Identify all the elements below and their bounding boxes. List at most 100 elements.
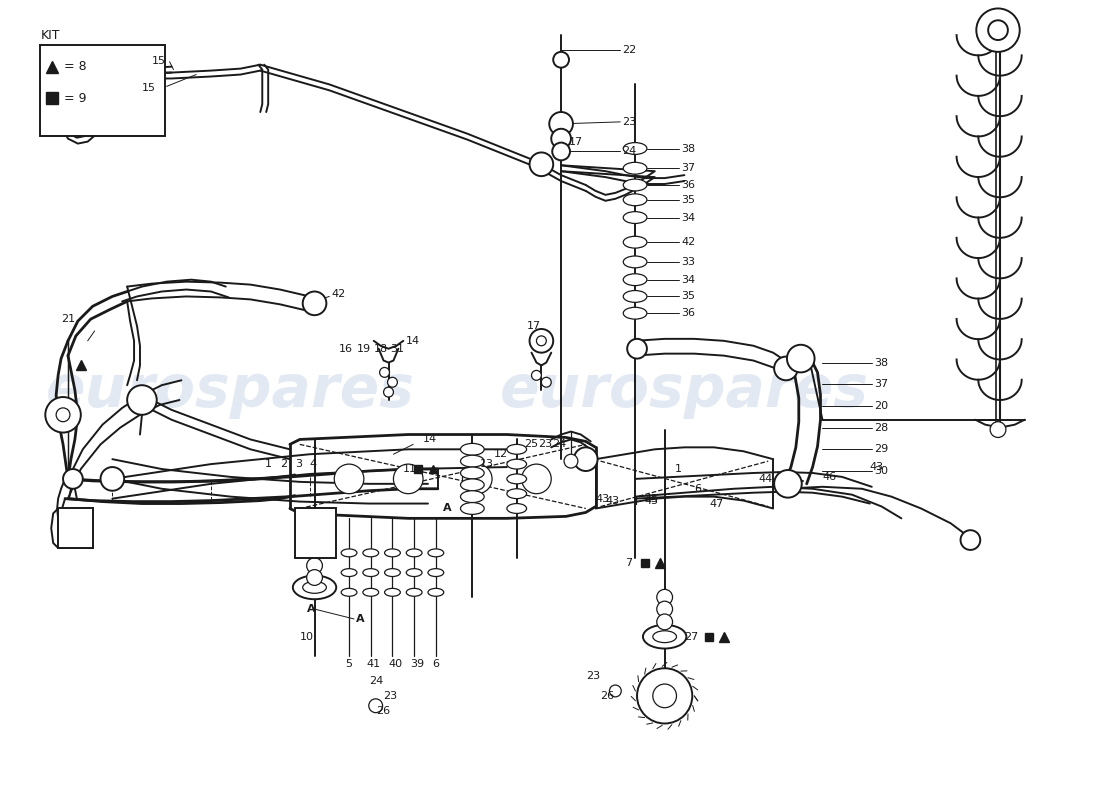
Text: 34: 34 xyxy=(681,274,695,285)
Ellipse shape xyxy=(507,459,527,469)
Ellipse shape xyxy=(363,588,378,596)
Ellipse shape xyxy=(624,274,647,286)
Ellipse shape xyxy=(652,630,676,642)
Ellipse shape xyxy=(624,307,647,319)
Circle shape xyxy=(56,408,70,422)
Circle shape xyxy=(100,467,124,490)
Text: 38: 38 xyxy=(681,143,695,154)
Text: 6: 6 xyxy=(432,659,439,670)
Ellipse shape xyxy=(302,582,327,594)
Text: A: A xyxy=(307,604,316,614)
Text: 47: 47 xyxy=(710,498,724,509)
Text: 11: 11 xyxy=(404,464,417,474)
Text: 46: 46 xyxy=(823,472,837,482)
Text: 43: 43 xyxy=(605,495,619,506)
Ellipse shape xyxy=(624,142,647,154)
Ellipse shape xyxy=(624,179,647,191)
Circle shape xyxy=(657,590,672,605)
Text: 37: 37 xyxy=(681,163,695,174)
Circle shape xyxy=(128,386,156,414)
Ellipse shape xyxy=(624,256,647,268)
Text: 2: 2 xyxy=(280,459,287,469)
Text: 6: 6 xyxy=(694,484,701,494)
Ellipse shape xyxy=(461,490,484,502)
Text: 24: 24 xyxy=(623,146,637,157)
Ellipse shape xyxy=(428,588,443,596)
Circle shape xyxy=(541,378,551,387)
Circle shape xyxy=(627,339,647,358)
Text: 38: 38 xyxy=(873,358,888,367)
Text: 24: 24 xyxy=(552,439,567,450)
Ellipse shape xyxy=(624,162,647,174)
Ellipse shape xyxy=(406,588,422,596)
Ellipse shape xyxy=(428,569,443,577)
Text: 5: 5 xyxy=(345,659,352,670)
Circle shape xyxy=(551,129,571,149)
Circle shape xyxy=(394,464,424,494)
Circle shape xyxy=(637,668,692,723)
Circle shape xyxy=(537,336,547,346)
Text: 20: 20 xyxy=(873,401,888,411)
Circle shape xyxy=(521,464,551,494)
Ellipse shape xyxy=(406,569,422,577)
Text: 3: 3 xyxy=(295,459,301,469)
Ellipse shape xyxy=(368,699,383,713)
Text: 30: 30 xyxy=(873,466,888,476)
Text: 28: 28 xyxy=(873,422,888,433)
Text: 25: 25 xyxy=(525,439,539,450)
Text: 34: 34 xyxy=(681,213,695,222)
Circle shape xyxy=(384,387,394,397)
Ellipse shape xyxy=(385,549,400,557)
Text: 7: 7 xyxy=(625,558,632,568)
Ellipse shape xyxy=(461,502,484,514)
Circle shape xyxy=(553,52,569,68)
Ellipse shape xyxy=(428,549,443,557)
Circle shape xyxy=(307,558,322,574)
Circle shape xyxy=(531,370,541,380)
Text: 19: 19 xyxy=(358,344,371,354)
Text: A: A xyxy=(356,614,364,624)
Text: 23: 23 xyxy=(538,439,552,450)
Ellipse shape xyxy=(363,569,378,577)
Bar xyxy=(41,45,165,136)
Circle shape xyxy=(379,367,389,378)
Text: 35: 35 xyxy=(681,291,695,302)
Ellipse shape xyxy=(363,549,378,557)
Circle shape xyxy=(334,464,364,494)
Ellipse shape xyxy=(624,236,647,248)
Text: 22: 22 xyxy=(623,45,637,55)
Circle shape xyxy=(652,684,676,708)
Text: 27: 27 xyxy=(684,632,699,642)
Circle shape xyxy=(774,357,798,380)
Text: 31: 31 xyxy=(390,344,405,354)
Text: 18: 18 xyxy=(374,344,388,354)
Circle shape xyxy=(988,20,1008,40)
Ellipse shape xyxy=(461,479,484,490)
Ellipse shape xyxy=(461,467,484,479)
Text: eurospares: eurospares xyxy=(499,362,869,418)
Text: 17: 17 xyxy=(569,137,583,146)
Ellipse shape xyxy=(507,503,527,514)
Circle shape xyxy=(990,422,1005,438)
Ellipse shape xyxy=(644,625,686,649)
Text: 37: 37 xyxy=(873,379,888,390)
Text: 36: 36 xyxy=(681,308,695,318)
Ellipse shape xyxy=(341,588,358,596)
Circle shape xyxy=(564,454,578,468)
Circle shape xyxy=(529,329,553,353)
Circle shape xyxy=(574,447,597,471)
Text: 33: 33 xyxy=(681,257,695,267)
Ellipse shape xyxy=(293,575,337,599)
Text: 1: 1 xyxy=(674,464,682,474)
Text: 16: 16 xyxy=(339,344,353,354)
Text: 24: 24 xyxy=(368,676,383,686)
Text: = 8: = 8 xyxy=(64,60,87,73)
Circle shape xyxy=(307,545,322,561)
Text: A: A xyxy=(443,503,451,514)
Circle shape xyxy=(960,530,980,550)
Text: 26: 26 xyxy=(376,706,389,716)
Ellipse shape xyxy=(609,685,622,697)
Text: 17: 17 xyxy=(527,321,541,331)
Circle shape xyxy=(387,378,397,387)
Text: 43: 43 xyxy=(870,462,884,472)
